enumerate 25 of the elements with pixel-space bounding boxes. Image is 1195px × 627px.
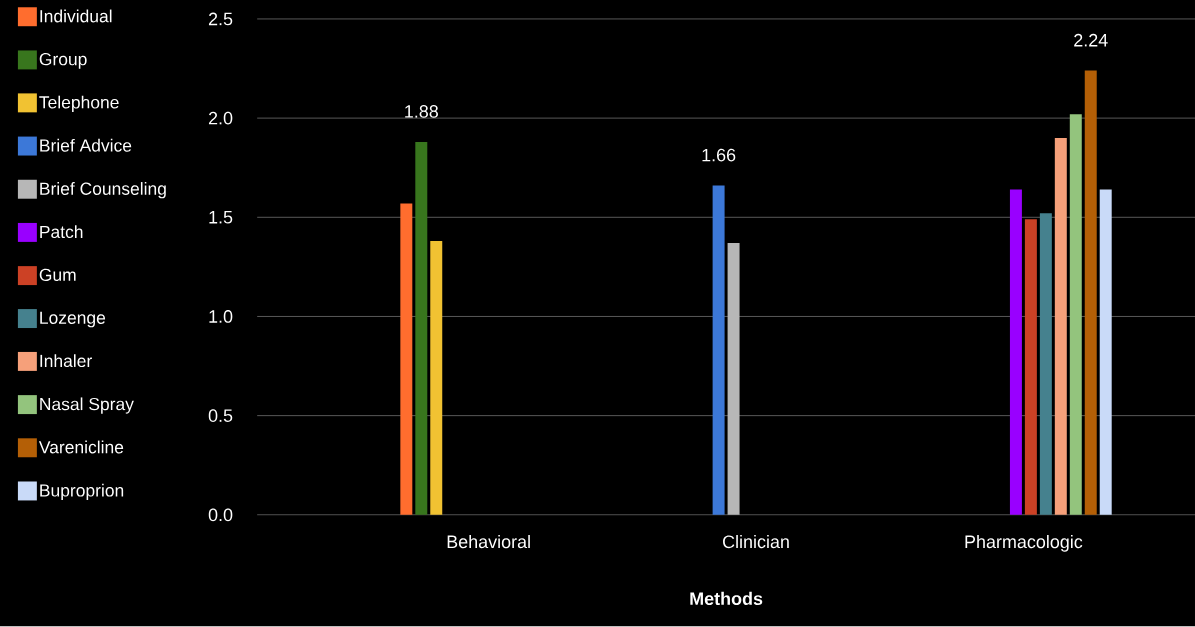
data-label: 1.88 <box>405 105 438 118</box>
legend-label: Lozenge <box>40 311 106 328</box>
y-tick-label: 2.0 <box>208 111 233 125</box>
legend-label: Gum <box>39 268 76 282</box>
legend-label: Individual <box>40 9 112 23</box>
legend-label: Buproprion <box>40 484 124 501</box>
data-label: 1.66 <box>702 148 736 162</box>
y-tick-label: 0.5 <box>208 409 233 423</box>
y-tick-label: 1.5 <box>209 211 233 224</box>
x-tick-label: Pharmacologic <box>965 535 1083 552</box>
legend-label: Brief Counseling <box>40 182 166 199</box>
legend-label: Varenicline <box>38 440 124 454</box>
legend-label: Patch <box>40 225 83 239</box>
x-tick-label: Clinician <box>723 535 789 549</box>
x-tick-label: Behavioral <box>447 535 530 549</box>
x-axis-title: Methods <box>690 592 763 606</box>
legend-label: Group <box>39 53 87 69</box>
data-label: 2.24 <box>1074 34 1108 47</box>
legend-label: Brief Advice <box>40 139 132 152</box>
y-tick-label: 2.5 <box>208 12 233 26</box>
legend-label: Inhaler <box>40 354 92 368</box>
y-tick-label: 1.0 <box>209 310 233 324</box>
y-tick-label: 0.0 <box>208 508 233 522</box>
legend-label: Telephone <box>39 95 119 113</box>
legend-label: Nasal Spray <box>40 397 134 414</box>
